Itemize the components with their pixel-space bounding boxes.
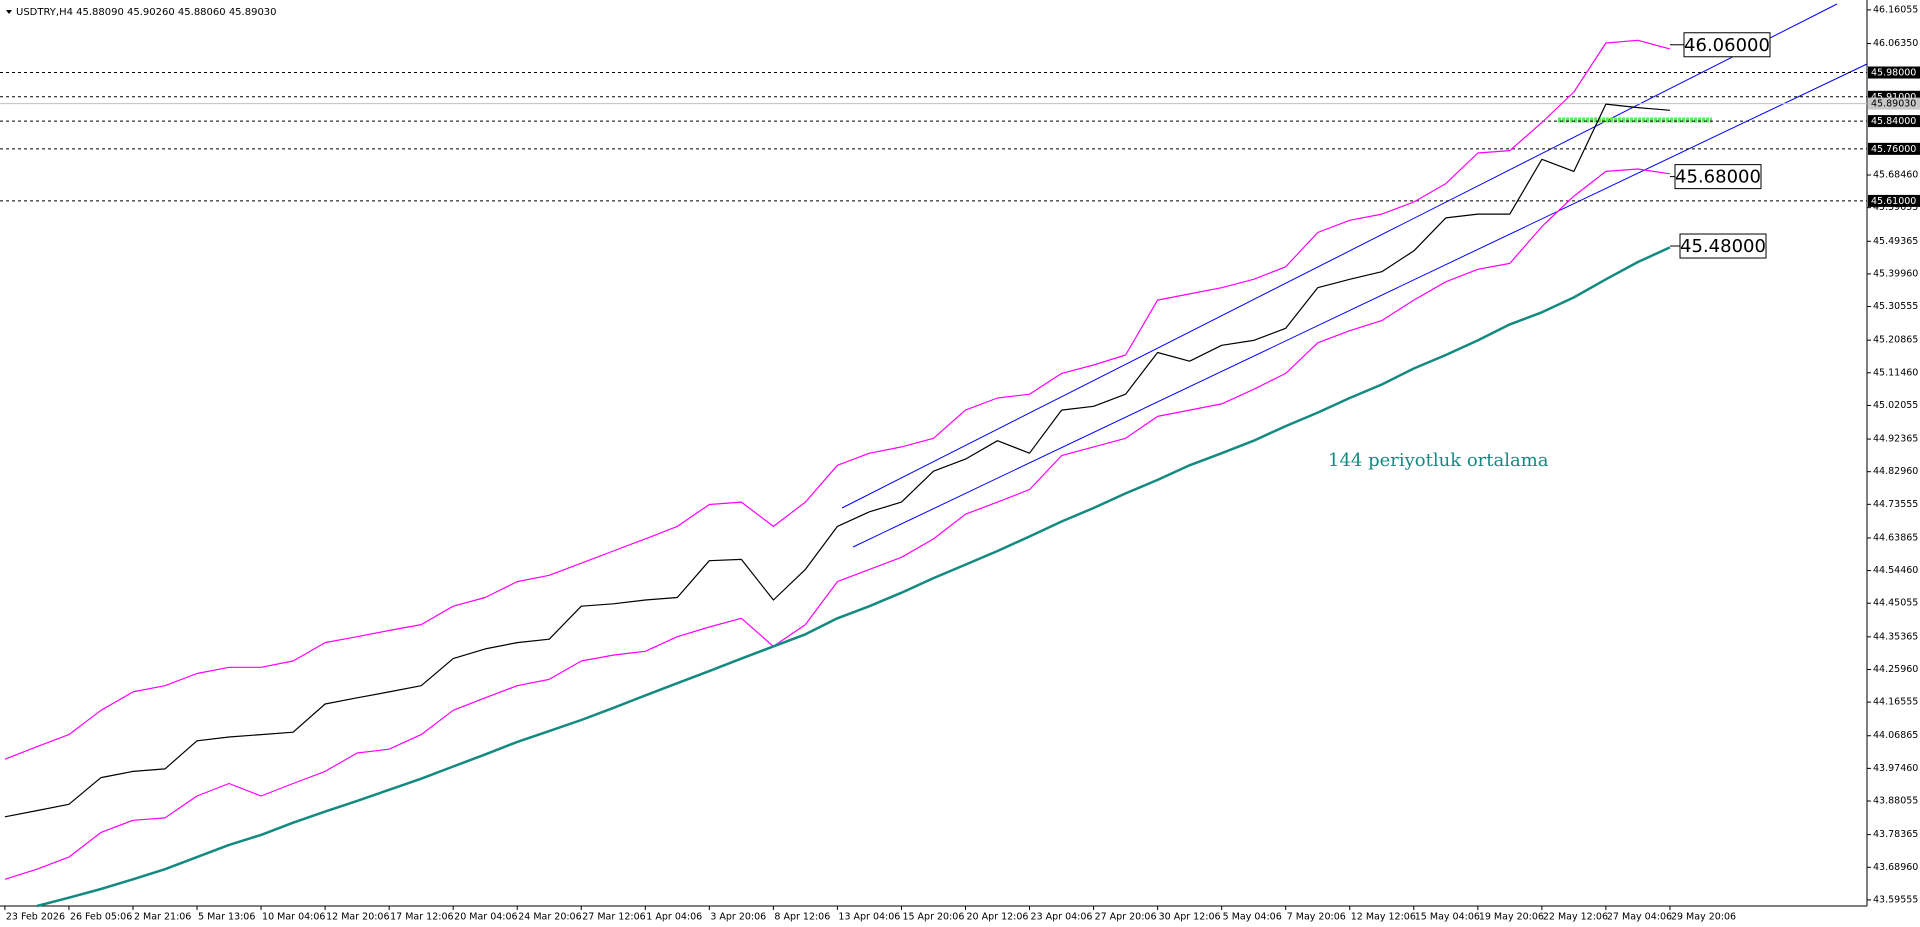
y-tick-label: 45.59055 [1873,202,1918,213]
current-price-box [1868,97,1920,110]
level-label: 45.84000 [1871,116,1916,127]
moving-average [36,246,1671,908]
level-box [1868,115,1920,128]
callout-label: 45.68000 [1675,167,1761,188]
y-tick-label: 45.39960 [1873,268,1918,279]
level-label: 45.76000 [1871,144,1916,155]
x-tick-label: 23 Feb 2026 [6,912,65,923]
x-tick-label: 15 Apr 20:06 [902,912,964,923]
y-tick-label: 46.16055 [1873,4,1918,15]
y-tick-label: 44.25960 [1873,664,1918,675]
x-tick-label: 1 Apr 04:06 [646,912,702,923]
x-tick-label: 20 Apr 12:06 [967,912,1029,923]
x-tick-label: 22 May 12:06 [1543,912,1608,923]
y-tick-label: 44.45055 [1873,598,1918,609]
x-tick-label: 12 Mar 20:06 [326,912,389,923]
x-tick-label: 15 May 04:06 [1415,912,1480,923]
x-tick-label: 5 Mar 13:06 [198,912,255,923]
y-tick-label: 45.30555 [1873,301,1918,312]
y-tick-label: 43.68960 [1873,862,1918,873]
envelope-band [4,39,1671,760]
x-tick-label: 3 Apr 20:06 [710,912,766,923]
level-box [1868,66,1920,79]
y-tick-label: 45.49365 [1873,236,1918,247]
y-tick-label: 44.54460 [1873,565,1918,576]
level-label: 45.91000 [1871,92,1916,103]
current-price-label: 45.89030 [1871,99,1916,110]
x-tick-label: 7 May 20:06 [1287,912,1346,923]
y-tick-label: 44.63865 [1873,532,1918,543]
y-tick-label: 46.06350 [1873,38,1918,49]
x-tick-label: 8 Apr 12:06 [774,912,830,923]
y-tick-label: 44.16555 [1873,697,1918,708]
x-tick-label: 30 Apr 12:06 [1159,912,1221,923]
x-tick-label: 10 Mar 04:06 [262,912,325,923]
y-tick-label: 44.82960 [1873,466,1918,477]
x-tick-label: 5 May 04:06 [1223,912,1282,923]
y-tick-label: 44.73555 [1873,499,1918,510]
y-tick-label: 45.02055 [1873,400,1918,411]
channel-lower [852,63,1868,548]
level-label: 45.98000 [1871,68,1916,79]
callout-box [1674,164,1762,190]
x-tick-label: 26 Feb 05:06 [70,912,132,923]
y-tick-label: 43.59555 [1873,894,1918,905]
x-tick-label: 27 Apr 20:06 [1095,912,1157,923]
ma-annotation: 144 periyotluk ortalama [1328,450,1549,471]
x-tick-label: 12 May 12:06 [1351,912,1416,923]
x-tick-label: 23 Apr 04:06 [1031,912,1093,923]
channel-upper [841,3,1838,509]
x-tick-label: 29 May 20:06 [1671,912,1736,923]
x-tick-label: 20 Mar 04:06 [454,912,517,923]
callout-label: 45.48000 [1680,236,1766,257]
callout-box [1683,32,1771,58]
price-line [4,103,1670,818]
level-box [1868,142,1920,155]
level-box [1868,194,1920,207]
y-tick-label: 45.11460 [1873,367,1918,378]
y-tick-label: 44.06865 [1873,730,1918,741]
callout-label: 46.06000 [1684,35,1770,56]
y-tick-label: 43.78365 [1873,829,1918,840]
y-tick-label: 44.35365 [1873,631,1918,642]
y-tick-label: 44.92365 [1873,434,1918,445]
y-tick-label: 45.68460 [1873,170,1918,181]
x-tick-label: 17 Mar 12:06 [390,912,453,923]
callout-box [1679,233,1767,259]
x-tick-label: 27 Mar 12:06 [582,912,645,923]
y-tick-label: 43.88055 [1873,796,1918,807]
x-tick-label: 2 Mar 21:06 [134,912,191,923]
x-tick-label: 24 Mar 20:06 [518,912,581,923]
x-tick-label: 19 May 20:06 [1479,912,1544,923]
envelope-band [4,168,1670,880]
y-tick-label: 45.20865 [1873,335,1918,346]
menu-arrow [6,10,12,14]
chart-header: USDTRY,H4 45.88090 45.90260 45.88060 45.… [16,7,277,18]
level-label: 45.61000 [1871,196,1916,207]
x-tick-label: 27 May 04:06 [1607,912,1672,923]
x-tick-label: 13 Apr 04:06 [838,912,900,923]
y-tick-label: 43.97460 [1873,763,1918,774]
